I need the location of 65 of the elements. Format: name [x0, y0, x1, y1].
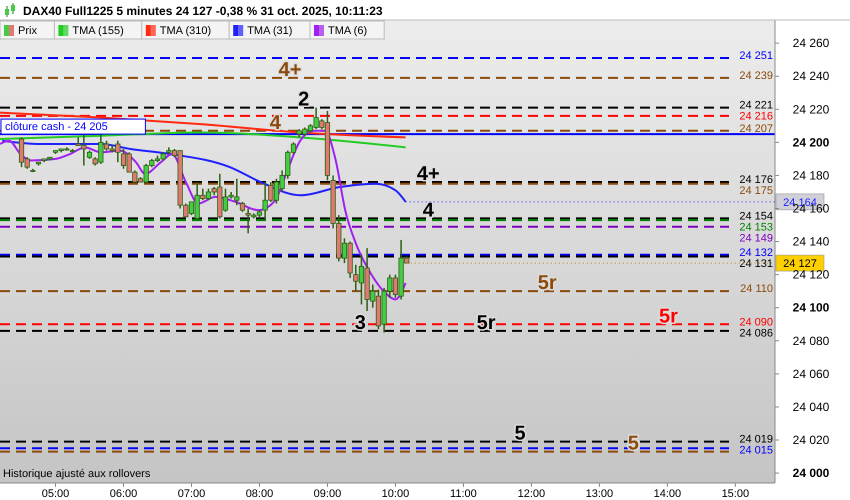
- ref-line-label: 24 086: [739, 327, 773, 340]
- annotation: 5: [514, 422, 526, 445]
- ref-line-label: 24 176: [739, 174, 773, 186]
- x-tick-label: 05:00: [42, 488, 70, 500]
- y-tick-label: 24 120: [792, 268, 830, 282]
- ref-line-label: 24 216: [739, 110, 773, 123]
- annotation: 4+: [278, 58, 302, 81]
- legend-label: Prix: [18, 25, 38, 37]
- x-tick-label: 13:00: [586, 488, 614, 500]
- x-tick-label: 14:00: [654, 488, 682, 500]
- y-tick-label: 24 180: [792, 168, 830, 182]
- y-tick-label: 24 060: [792, 366, 830, 381]
- x-tick-label: 08:00: [246, 488, 274, 500]
- ref-line-label: 24 019: [739, 434, 773, 446]
- ref-line-label: 24 110: [740, 283, 773, 296]
- chart-title: DAX40 Full1225 5 minutes 24 127 -0,38 % 31 oct. 2025, 10:11:23: [23, 4, 383, 18]
- y-tick-label: 24 220: [792, 102, 830, 116]
- y-tick-label: 24 140: [792, 234, 830, 249]
- ref-line-label: 24 221: [739, 100, 773, 112]
- ref-line-label: clôture cash - 24 205: [5, 121, 108, 134]
- x-tick-label: 15:00: [722, 488, 750, 500]
- x-tick-label: 07:00: [178, 488, 206, 500]
- ref-line-label: 24 251: [739, 50, 773, 62]
- y-tick-label: 24 240: [792, 69, 830, 84]
- annotation: 2: [298, 88, 310, 111]
- annotation: 4: [270, 112, 282, 134]
- ref-line-label: 24 239: [739, 70, 773, 82]
- ref-line-label: 24 149: [739, 232, 773, 244]
- ref-line-label: 24 175: [739, 185, 773, 198]
- annotation: 5r: [659, 305, 678, 328]
- ref-line-label: 24 154: [739, 210, 773, 222]
- line-series: [0, 112, 407, 138]
- line-series: [0, 131, 407, 148]
- ref-line-label: 24 090: [739, 316, 773, 328]
- x-tick-label: 06:00: [110, 488, 138, 500]
- y-tick-label: 24 080: [792, 334, 830, 348]
- legend-label: TMA (31): [247, 25, 292, 37]
- y-tick-label: 24 100: [792, 300, 830, 315]
- annotation: 4: [422, 199, 435, 222]
- ref-line-label: 24 015: [739, 444, 773, 457]
- x-tick-label: 11:00: [450, 488, 477, 500]
- label-box: clôture cash - 24 205: [0, 118, 146, 135]
- y-tick-label: 24 040: [792, 400, 830, 414]
- annotation: 24 127: [783, 258, 817, 270]
- line-series: [0, 130, 407, 300]
- legend-label: TMA (310): [160, 25, 212, 37]
- legend-label: TMA (155): [72, 25, 124, 37]
- y-tick-label: 24 020: [792, 433, 830, 448]
- x-tick-label: 09:00: [314, 488, 342, 500]
- annotation: 5r: [476, 312, 496, 334]
- x-tick-label: 10:00: [382, 488, 410, 500]
- ref-line-label: 24 153: [739, 221, 773, 234]
- candlestick: [240, 201, 246, 213]
- annotation: 5: [628, 432, 639, 455]
- legend-label: TMA (6): [328, 25, 368, 37]
- annotation: 4+: [416, 163, 440, 186]
- ref-line-label: 24 132: [739, 246, 773, 259]
- ref-line-label: 24 207: [739, 122, 773, 135]
- y-tick-label: 24 000: [792, 466, 830, 480]
- x-tick-label: 12:00: [518, 488, 546, 500]
- y-tick-label: 24 200: [792, 135, 830, 150]
- y-tick-label: 24 260: [792, 36, 830, 50]
- ref-line-label: 24 131: [739, 258, 773, 270]
- annotation: 5r: [538, 272, 557, 294]
- annotation: Historique ajusté aux rollovers: [3, 468, 151, 480]
